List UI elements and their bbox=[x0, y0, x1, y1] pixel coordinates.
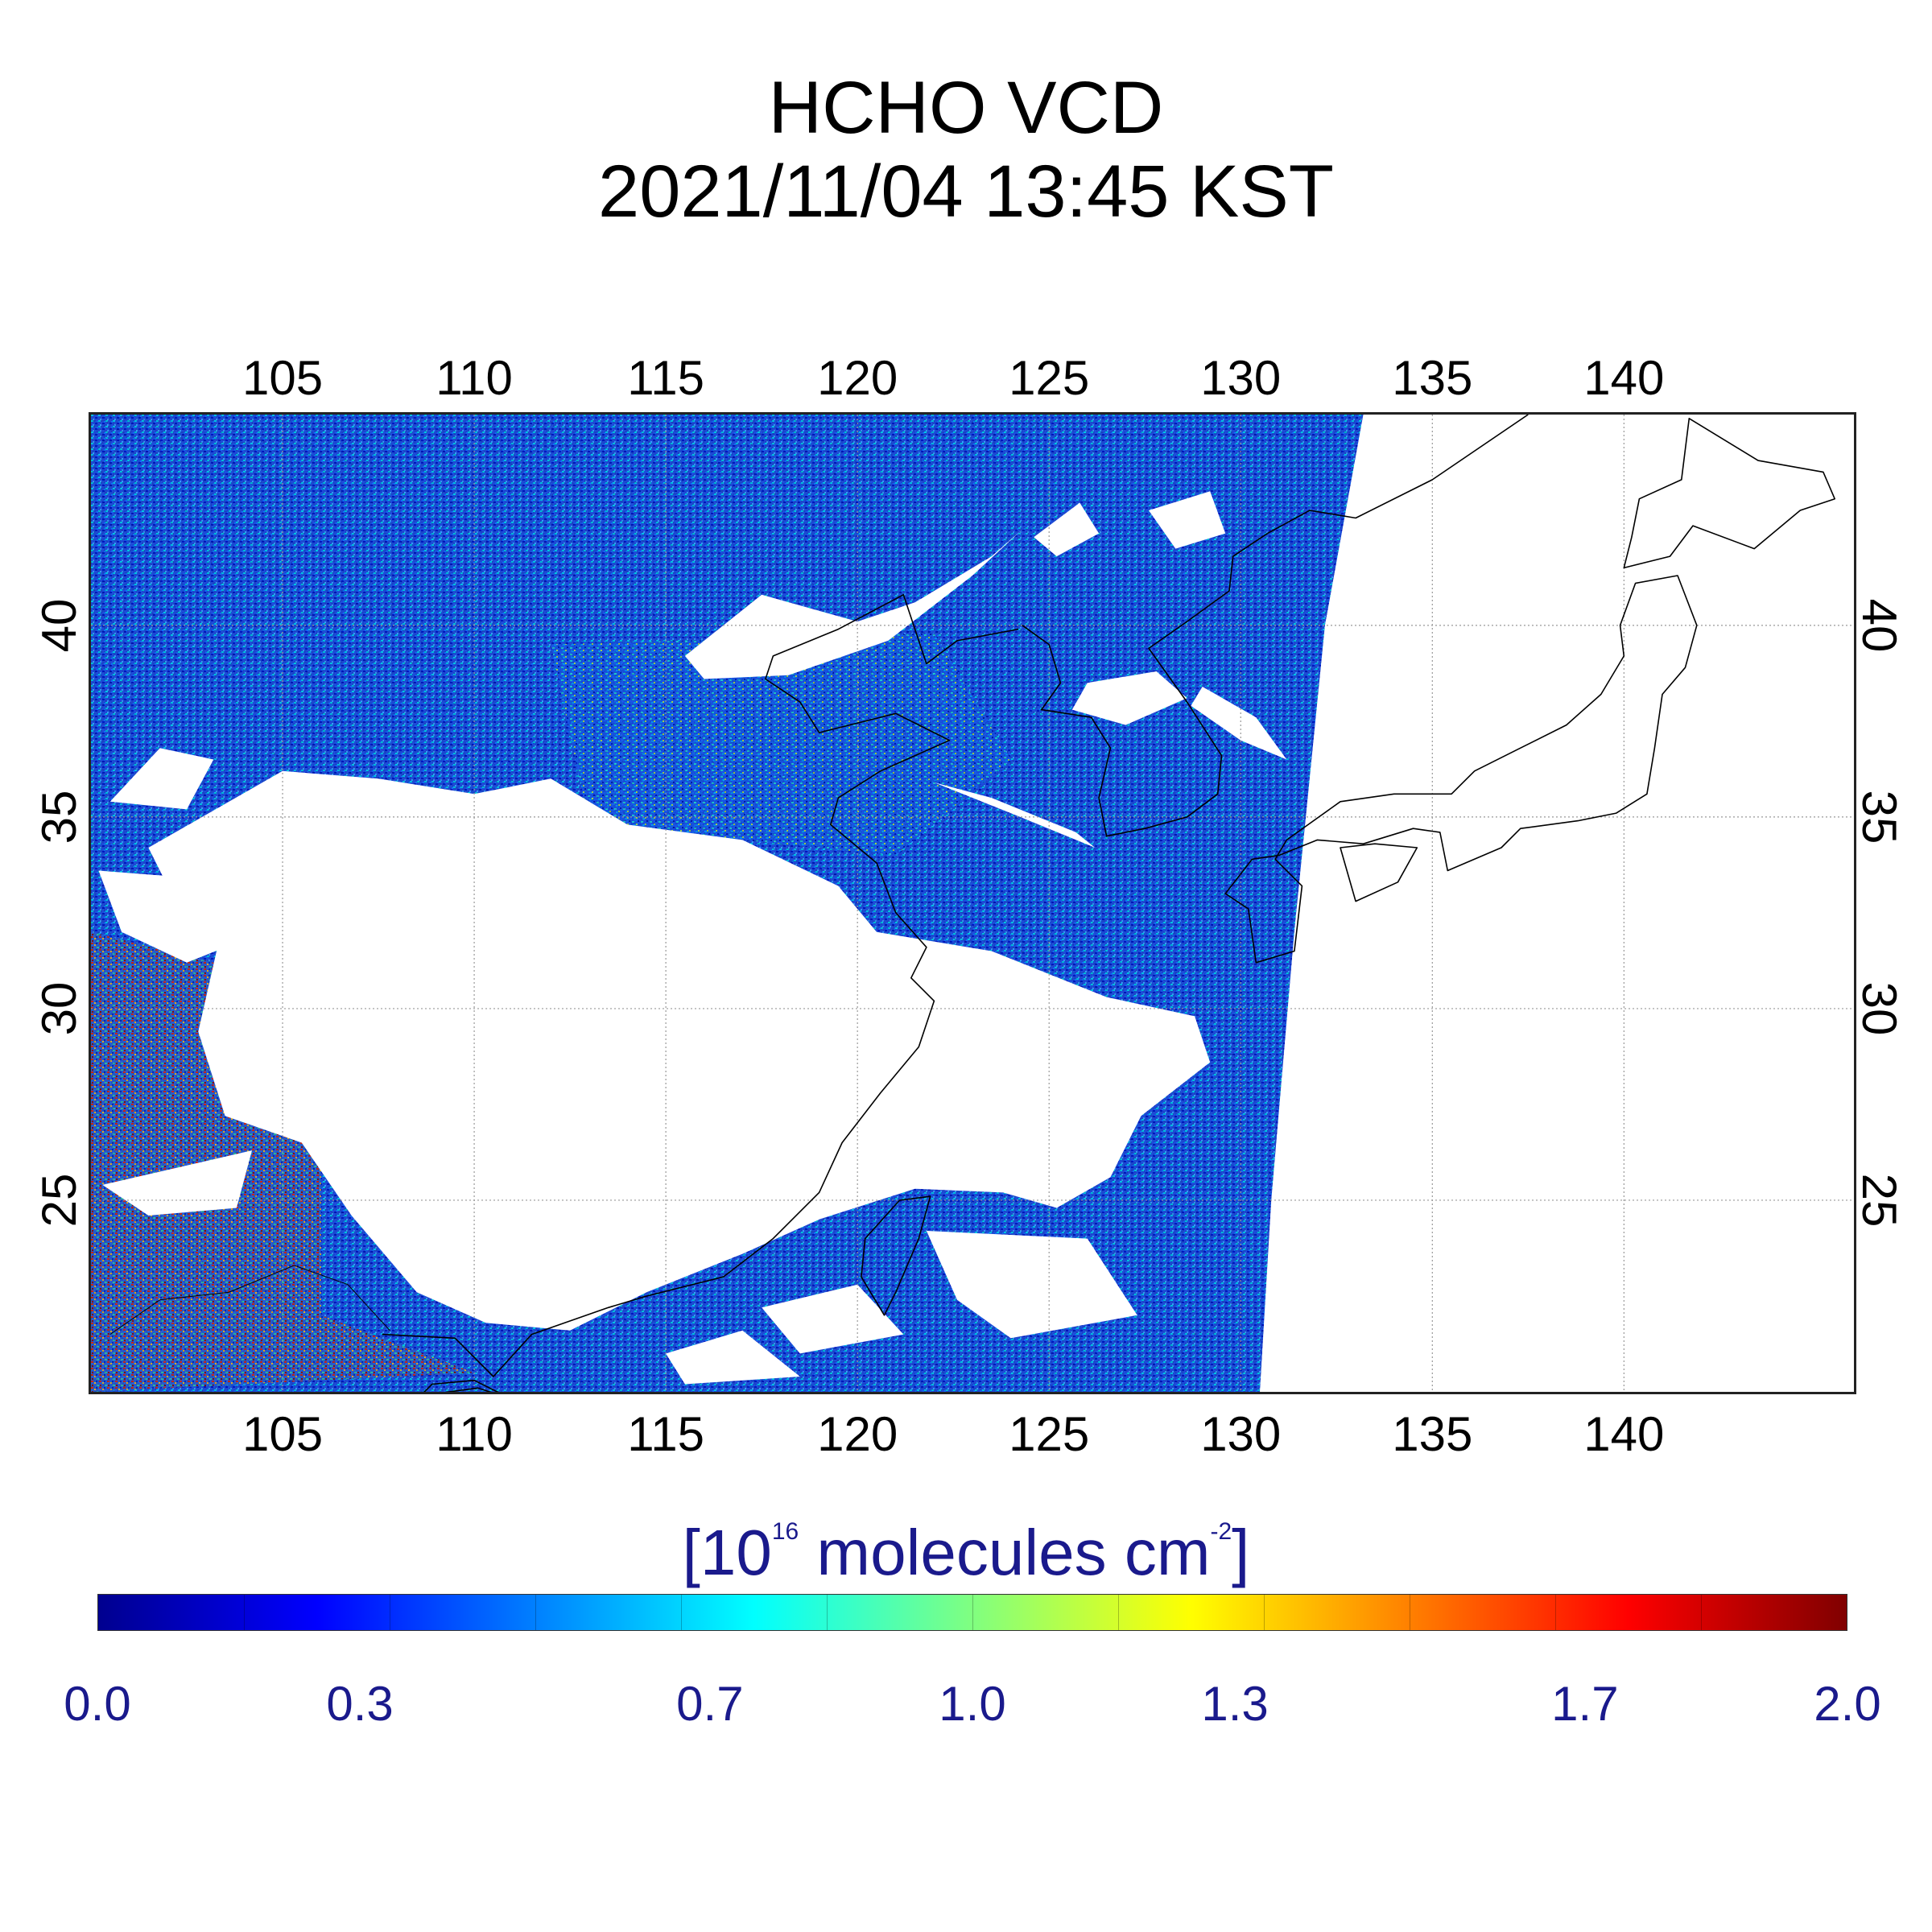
lat-tick-left: 35 bbox=[32, 790, 86, 844]
colorbar-tick: 0.3 bbox=[326, 1677, 394, 1731]
colorbar-tick: 1.7 bbox=[1551, 1677, 1619, 1731]
colorbar bbox=[97, 1594, 1847, 1631]
colorbar-separator bbox=[535, 1595, 536, 1630]
lon-tick-bottom: 115 bbox=[627, 1407, 704, 1461]
lon-tick-top: 105 bbox=[242, 351, 324, 405]
map-svg bbox=[91, 415, 1854, 1392]
cloud-korea-north bbox=[1071, 671, 1187, 725]
colorbar-tick: 1.3 bbox=[1201, 1677, 1269, 1731]
graticule-grid bbox=[91, 415, 1854, 1392]
cloud-east-taiwan bbox=[926, 1231, 1137, 1339]
cloud-north-band bbox=[684, 529, 1022, 679]
colorbar-tick: 1.0 bbox=[939, 1677, 1006, 1731]
lon-tick-top: 130 bbox=[1200, 351, 1282, 405]
lon-tick-top: 110 bbox=[436, 351, 513, 405]
lat-tick-left: 25 bbox=[32, 1173, 86, 1228]
cloud-sw-1 bbox=[98, 870, 264, 963]
lon-tick-top: 140 bbox=[1583, 351, 1665, 405]
lon-tick-bottom: 110 bbox=[436, 1407, 513, 1461]
lat-tick-right: 30 bbox=[1852, 981, 1906, 1036]
lat-tick-left: 30 bbox=[32, 981, 86, 1036]
border-south bbox=[109, 1265, 390, 1335]
colorbar-tick: 2.0 bbox=[1814, 1677, 1881, 1731]
coast-russia bbox=[1267, 415, 1529, 535]
lon-tick-top: 120 bbox=[817, 351, 898, 405]
map-plot-area bbox=[89, 412, 1856, 1394]
chart-subtitle: 2021/11/04 13:45 KST bbox=[598, 151, 1334, 233]
cloud-ne-1 bbox=[1149, 491, 1226, 549]
lon-tick-bottom: 135 bbox=[1392, 1407, 1473, 1461]
cloud-east-sea bbox=[1191, 687, 1287, 760]
colorbar-separator bbox=[681, 1595, 682, 1630]
lon-tick-bottom: 140 bbox=[1583, 1407, 1665, 1461]
colorbar-tick: 0.0 bbox=[64, 1677, 131, 1731]
lon-tick-bottom: 130 bbox=[1200, 1407, 1282, 1461]
colorbar-separator bbox=[244, 1595, 245, 1630]
coast-china bbox=[382, 594, 1019, 1377]
lon-tick-top: 135 bbox=[1392, 351, 1473, 405]
lat-tick-right: 40 bbox=[1852, 598, 1906, 653]
cloud-sw-2 bbox=[102, 1150, 252, 1216]
cloud-manchuria bbox=[1034, 502, 1100, 557]
cloud-scs-1 bbox=[762, 1284, 904, 1354]
lat-tick-right: 25 bbox=[1852, 1173, 1906, 1228]
cloud-scs-2 bbox=[666, 1330, 800, 1385]
lon-tick-bottom: 120 bbox=[817, 1407, 898, 1461]
cloud-mask-layer bbox=[98, 415, 1854, 1392]
colorbar-unit-label: [1016 molecules cm-2] bbox=[682, 1517, 1250, 1588]
colorbar-separator bbox=[1264, 1595, 1265, 1630]
lon-tick-top: 115 bbox=[627, 351, 704, 405]
coast-hokkaido bbox=[1623, 418, 1835, 569]
colorbar-separator bbox=[1118, 1595, 1119, 1630]
cloud-central-china bbox=[148, 770, 1211, 1331]
lat-tick-left: 40 bbox=[32, 598, 86, 653]
lon-tick-bottom: 125 bbox=[1009, 1407, 1090, 1461]
colorbar-tick: 0.7 bbox=[676, 1677, 744, 1731]
coast-japan-main bbox=[1224, 575, 1698, 964]
chart-title: HCHO VCD bbox=[768, 67, 1164, 149]
lat-tick-right: 35 bbox=[1852, 790, 1906, 844]
coast-hainan bbox=[423, 1379, 499, 1392]
no-data-east bbox=[1260, 415, 1854, 1392]
lon-tick-top: 125 bbox=[1009, 351, 1090, 405]
coast-korea bbox=[1022, 532, 1269, 837]
coastline-layer bbox=[109, 415, 1835, 1392]
coast-shikoku bbox=[1340, 843, 1418, 902]
colorbar-separator bbox=[972, 1595, 973, 1630]
coast-taiwan bbox=[861, 1195, 931, 1316]
colorbar-separator bbox=[827, 1595, 828, 1630]
lon-tick-bottom: 105 bbox=[242, 1407, 324, 1461]
cloud-west bbox=[109, 748, 214, 810]
colorbar-separator bbox=[1701, 1595, 1702, 1630]
colorbar-separator bbox=[1555, 1595, 1556, 1630]
